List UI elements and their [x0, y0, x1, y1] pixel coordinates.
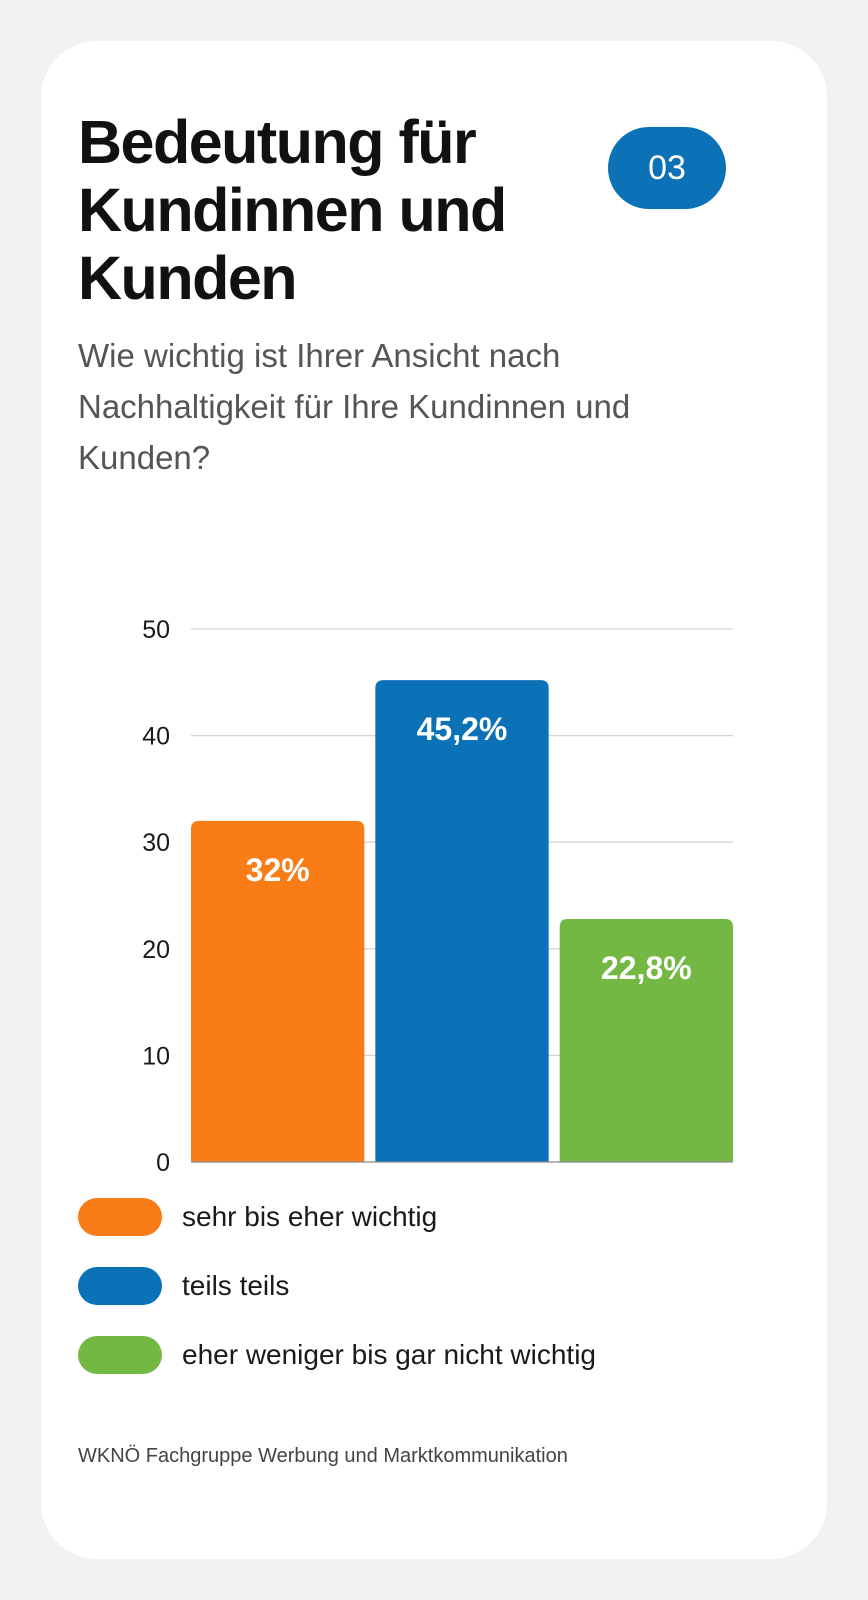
section-number-badge: 03	[608, 127, 726, 209]
legend-swatch	[78, 1336, 162, 1374]
legend-swatch	[78, 1198, 162, 1236]
legend-item: teils teils	[78, 1267, 596, 1305]
data-label-1: 32%	[246, 852, 310, 888]
bar-3	[559, 918, 733, 1162]
legend-item: sehr bis eher wichtig	[78, 1198, 596, 1236]
data-label-2: 45,2%	[417, 711, 508, 747]
y-tick-label-10: 10	[142, 1042, 170, 1070]
y-tick-label-40: 40	[142, 723, 170, 751]
legend-item: eher weniger bis gar nicht wichtig	[78, 1336, 596, 1374]
legend-label: teils teils	[182, 1270, 290, 1301]
data-label-3: 22,8%	[601, 950, 692, 986]
y-tick-label-20: 20	[142, 936, 170, 964]
y-tick-label-30: 30	[142, 829, 170, 857]
legend-label: eher weniger bis gar nicht wichtig	[182, 1339, 596, 1370]
bar-chart: 0 10 20 30 40 50 32% 45,2% 22,8%	[142, 616, 733, 1177]
chart-data-labels: 32% 45,2% 22,8%	[246, 711, 692, 986]
chart-axis: 0 10 20 30 40 50	[142, 616, 733, 1177]
legend-swatch	[78, 1267, 162, 1305]
source-note: WKNÖ Fachgruppe Werbung und Marktkommuni…	[78, 1445, 568, 1467]
page-title: Bedeutung für Kundinnen und Kunden	[78, 108, 507, 312]
y-tick-label-0: 0	[156, 1149, 170, 1177]
bar-1	[191, 820, 365, 1162]
chart-legend: sehr bis eher wichtig teils teils eher wen…	[78, 1198, 596, 1405]
survey-question: Wie wichtig ist Ihrer Ansicht nach Nachh…	[78, 337, 631, 476]
y-tick-label-50: 50	[142, 616, 170, 644]
bar-2	[375, 680, 549, 1162]
chart-bars	[191, 680, 733, 1162]
legend-label: sehr bis eher wichtig	[182, 1201, 438, 1232]
